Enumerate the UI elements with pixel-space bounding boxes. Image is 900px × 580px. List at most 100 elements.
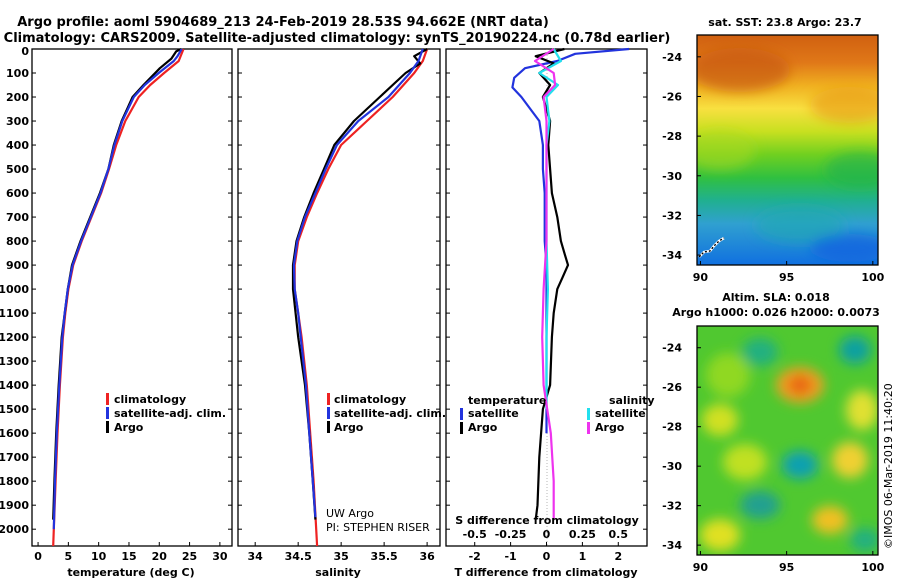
sla-y-ticks: -24 -26 -28 -30 -32 -34 (662, 342, 701, 552)
salinity-legend: climatology satellite-adj. clim. Argo (327, 393, 446, 434)
x-tick-label: 20 (152, 550, 168, 563)
temperature-x-ticks: 0 5 10 15 20 25 30 (34, 542, 228, 563)
legend-swatch-climatology (106, 393, 109, 405)
pressure-tick-label: 1100 (0, 307, 29, 320)
pressure-tick-label: 1600 (0, 427, 29, 440)
sla-map-title-2: Argo h1000: 0.026 h2000: 0.0073 (672, 306, 880, 319)
x-tick-label: 34.5 (285, 550, 312, 563)
pressure-tick-label: 700 (6, 211, 29, 224)
series-argo (52, 48, 182, 520)
x-tick-label: 34 (248, 550, 264, 563)
pressure-tick-label: 600 (6, 187, 29, 200)
x-tick-label: 10 (91, 550, 107, 563)
x-tick-label: -2 (469, 550, 481, 563)
temperature-panel-frame (31, 48, 233, 547)
legend-swatch-climatology (327, 393, 330, 405)
lon-tick-label: 90 (693, 561, 709, 574)
legend-title-salinity: salinity (609, 394, 655, 407)
x-tick-label: 35.5 (371, 550, 398, 563)
pressure-tick-label: 1900 (0, 499, 29, 512)
sst-map-frame (696, 34, 879, 266)
salinity-difference-x-label: S difference from climatology (455, 514, 639, 527)
pressure-tick-label: 100 (6, 67, 29, 80)
lon-tick-label: 90 (693, 271, 709, 284)
series-climatology (52, 48, 185, 547)
sst-x-ticks: 90 95 100 (693, 261, 885, 284)
legend-label-argo: Argo (334, 421, 364, 434)
float-pi-label: PI: STEPHEN RISER (326, 521, 430, 534)
pressure-tick-label: 500 (6, 163, 29, 176)
legend-swatch-argo (327, 421, 330, 433)
salinity-diff-tick-label: -0.25 (495, 528, 527, 541)
pressure-tick-label: 1700 (0, 451, 29, 464)
lat-tick-label: -30 (662, 460, 682, 473)
salinity-profile-lines (291, 48, 429, 547)
lat-tick-label: -28 (662, 130, 682, 143)
x-tick-label: 0 (543, 550, 551, 563)
sla-map-title-1: Altim. SLA: 0.018 (722, 291, 829, 304)
salinity-diff-tick-label: 0 (543, 528, 551, 541)
lat-tick-label: -24 (662, 51, 682, 64)
series-climatology (293, 48, 429, 547)
lat-tick-label: -24 (662, 342, 682, 355)
legend-swatch-argo (106, 421, 109, 433)
sst-field-variation (697, 48, 878, 262)
legend-label-temp-argo: Argo (468, 421, 498, 434)
temperature-profile-lines (52, 48, 185, 547)
salinity-diff-tick-label: -0.5 (463, 528, 487, 541)
x-tick-label: 30 (212, 550, 228, 563)
legend-label-temp-satellite: satellite (468, 407, 519, 420)
lat-tick-label: -28 (662, 421, 682, 434)
lon-tick-label: 100 (861, 561, 884, 574)
x-tick-label: 0 (34, 550, 42, 563)
salinity-x-ticks: 34 34.5 35 35.5 36 (248, 542, 435, 563)
legend-label-sal-argo: Argo (595, 421, 625, 434)
pressure-tick-label: 800 (6, 235, 29, 248)
salinity-diff-tick-label: 0.5 (609, 528, 629, 541)
pressure-tick-label: 1400 (0, 379, 29, 392)
salinity-x-label: salinity (315, 566, 361, 579)
legend-label-sal-satellite: satellite (595, 407, 646, 420)
sla-anomaly-blobs (700, 336, 878, 552)
legend-label-climatology: climatology (334, 393, 406, 406)
legend-swatch-temp-argo (460, 422, 463, 434)
imos-credit: ©IMOS 06-Mar-2019 11:40:20 (882, 383, 895, 549)
legend-swatch-sal-satellite (587, 408, 590, 420)
lat-tick-label: -26 (662, 90, 682, 103)
pressure-tick-label: 1800 (0, 475, 29, 488)
difference-x-label: T difference from climatology (454, 566, 637, 579)
difference-profile-lines (511, 47, 630, 520)
series-temperature-satellite (511, 47, 630, 434)
lat-tick-label: -34 (662, 539, 682, 552)
legend-label-satellite-adj: satellite-adj. clim. (334, 407, 446, 420)
x-tick-label: 1 (579, 550, 587, 563)
series-temperature-argo (534, 47, 570, 520)
pressure-tick-label: 900 (6, 259, 29, 272)
lat-tick-label: -32 (662, 209, 682, 222)
sla-x-ticks: 90 95 100 (693, 551, 885, 574)
difference-x-ticks: -2 -1 0 1 2 (469, 542, 622, 563)
series-satellite-adj-clim- (292, 48, 424, 518)
legend-swatch-sal-argo (587, 422, 590, 434)
legend-swatch-satellite-adj (106, 407, 109, 419)
salinity-panel-frame (237, 48, 441, 547)
temperature-x-label: temperature (deg C) (67, 566, 194, 579)
pressure-tick-label: 200 (6, 91, 29, 104)
x-tick-label: 5 (65, 550, 73, 563)
series-salinity-argo (533, 48, 557, 520)
lat-tick-label: -34 (662, 249, 682, 262)
sla-heatmap (697, 326, 878, 555)
lat-tick-label: -26 (662, 381, 682, 394)
difference-legend: temperature salinity satellite Argo sate… (460, 394, 655, 434)
legend-label-satellite-adj: satellite-adj. clim. (114, 407, 226, 420)
lon-tick-label: 95 (779, 561, 794, 574)
pressure-tick-label: 2000 (0, 523, 29, 536)
sla-map-frame (696, 325, 879, 556)
sst-map-title: sat. SST: 23.8 Argo: 23.7 (708, 16, 861, 29)
lat-tick-label: -30 (662, 170, 682, 183)
x-tick-label: 25 (182, 550, 197, 563)
pressure-tick-label: 1500 (0, 403, 29, 416)
lon-tick-label: 95 (779, 271, 794, 284)
sst-heatmap (697, 35, 878, 265)
